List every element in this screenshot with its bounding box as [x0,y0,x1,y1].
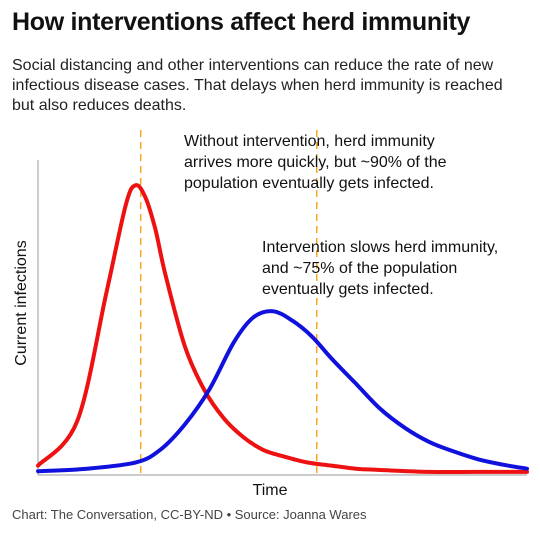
annotation-line: arrives more quickly, but ~90% of the [184,154,447,171]
annotation-line: and ~75% of the population [262,260,457,277]
annotation-line: Without intervention, herd immunity [184,133,435,150]
series-line-intervention [36,309,529,474]
annotation-line: Intervention slows herd immunity, [262,239,498,256]
annotation-2: Intervention slows herd immunity, and ~75… [262,239,498,298]
annotation-line: eventually gets infected. [262,281,434,298]
annotation-line: population eventually gets infected. [184,175,434,192]
subtitle-line: but also reduces deaths. [12,97,187,114]
chart-title: How interventions affect herd immunity [12,8,471,36]
chart-axes [37,160,527,476]
annotations: Without intervention, herd immunity arriv… [184,133,498,298]
x-axis-label: Time [253,482,288,499]
chart-subtitle: Social distancing and other intervention… [12,56,532,116]
y-axis-label: Current infections [13,240,30,365]
reference-lines [139,130,318,475]
subtitle-line: infectious disease cases. That delays wh… [12,77,503,94]
chart-credit: Chart: The Conversation, CC-BY-ND • Sour… [12,507,367,522]
subtitle-line: Social distancing and other intervention… [12,57,494,74]
series-lines [36,183,529,475]
series-line-no-intervention [36,183,529,475]
annotation-1: Without intervention, herd immunity arriv… [184,133,447,192]
